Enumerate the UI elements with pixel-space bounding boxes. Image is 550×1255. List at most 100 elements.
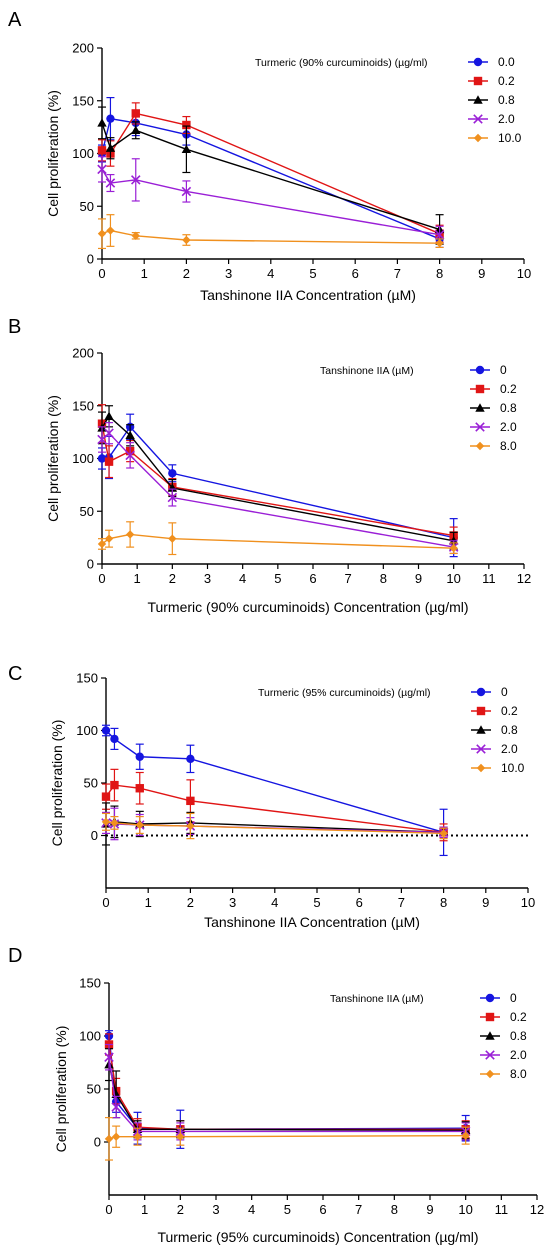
legend-label: 0.2	[498, 74, 515, 88]
legend-label: 8.0	[500, 439, 517, 453]
y-tick-label: 100	[72, 146, 94, 161]
legend-item: 0.2	[471, 704, 518, 718]
x-axis-title: Tanshinone IIA Concentration (µM)	[204, 914, 420, 930]
legend-marker	[476, 706, 486, 716]
x-tick-label: 9	[482, 895, 489, 910]
y-axis-title: Cell proliferation (%)	[53, 1026, 69, 1153]
data-point	[133, 1132, 142, 1141]
y-axis-title: Cell proliferation (%)	[49, 720, 65, 847]
data-point	[97, 146, 107, 155]
data-point	[186, 754, 195, 764]
legend-item: 0.2	[480, 1010, 527, 1024]
x-tick-label: 5	[313, 895, 320, 910]
data-point	[111, 1102, 121, 1112]
x-tick-label: 4	[239, 571, 246, 586]
x-tick-label: 2	[177, 1202, 184, 1217]
data-point	[131, 109, 140, 118]
legend-marker	[475, 384, 485, 394]
data-point	[461, 1131, 470, 1140]
x-tick-label: 8	[440, 895, 447, 910]
series-2.0	[97, 422, 459, 555]
data-point	[106, 114, 115, 123]
legend: Tanshinone IIA (µM) 0 0.2 0.8 2.0 8.0	[330, 991, 527, 1081]
legend-item: 2.0	[468, 112, 515, 126]
legend-item: 10.0	[468, 131, 522, 145]
data-point	[104, 457, 114, 466]
legend-item: 0.0	[468, 55, 515, 69]
y-axis-title: Cell proliferation (%)	[45, 90, 61, 217]
legend-label: 10.0	[501, 761, 525, 775]
y-tick-label: 150	[72, 398, 94, 413]
data-point	[104, 534, 114, 543]
data-point	[110, 780, 119, 790]
y-tick-label: 100	[76, 723, 98, 738]
y-tick-label: 50	[84, 776, 98, 791]
series-line	[101, 533, 454, 549]
series-line	[101, 415, 454, 542]
legend-item: 0	[470, 363, 507, 377]
legend-marker	[476, 687, 486, 697]
panel-letter: D	[8, 945, 22, 967]
data-point	[434, 229, 445, 240]
data-point	[181, 144, 192, 153]
series-10.0	[97, 214, 444, 250]
data-point	[97, 118, 107, 127]
x-axis-title: Turmeric (95% curcuminoids) Concentratio…	[157, 1229, 478, 1245]
legend-marker	[473, 133, 483, 143]
y-tick-label: 0	[91, 828, 98, 843]
x-tick-label: 5	[309, 266, 316, 281]
data-point	[97, 454, 107, 463]
legend-marker	[473, 95, 483, 104]
x-tick-label: 0	[105, 1202, 112, 1217]
x-tick-label: 3	[225, 266, 232, 281]
legend-title: Tanshinone IIA (µM)	[330, 993, 424, 1005]
y-tick-label: 150	[79, 976, 101, 991]
x-tick-label: 6	[352, 266, 359, 281]
legend-item: 8.0	[470, 439, 517, 453]
legend-label: 0	[501, 685, 508, 699]
x-tick-label: 6	[356, 895, 363, 910]
series-2.0	[104, 1043, 471, 1141]
series-2.0	[97, 156, 445, 244]
x-tick-label: 10	[517, 266, 531, 281]
series-line	[101, 112, 440, 235]
x-tick-label: 0	[102, 895, 109, 910]
legend-item: 2.0	[480, 1048, 527, 1062]
x-tick-label: 7	[355, 1202, 362, 1217]
series-0.0	[97, 96, 444, 248]
legend-label: 2.0	[510, 1048, 527, 1062]
legend-marker	[473, 76, 483, 86]
y-tick-label: 50	[80, 199, 94, 214]
data-point	[131, 231, 140, 240]
legend-item: 10.0	[471, 761, 525, 775]
legend-label: 0.8	[510, 1029, 527, 1043]
y-tick-label: 200	[72, 41, 94, 56]
legend-item: 0.2	[468, 74, 515, 88]
legend-marker	[485, 1050, 495, 1060]
x-tick-label: 2	[187, 895, 194, 910]
series-0.8	[104, 1048, 471, 1140]
legend-title: Tanshinone IIA (µM)	[320, 365, 414, 377]
y-axis-title: Cell proliferation (%)	[45, 395, 61, 522]
legend-marker	[473, 114, 483, 124]
y-tick-label: 0	[87, 252, 94, 267]
series-line	[105, 822, 444, 834]
x-tick-label: 1	[134, 571, 141, 586]
legend-marker	[476, 744, 486, 754]
series-10.0	[101, 812, 448, 840]
legend-label: 0.2	[501, 704, 518, 718]
legend-marker	[475, 403, 485, 412]
data-point	[104, 1052, 114, 1062]
panel-letter: A	[8, 9, 22, 31]
y-tick-label: 50	[80, 504, 94, 519]
series-0.8	[101, 802, 449, 846]
x-tick-label: 4	[248, 1202, 255, 1217]
legend-marker	[485, 993, 495, 1003]
data-point	[186, 796, 195, 806]
series-0	[97, 413, 458, 558]
data-point	[182, 235, 191, 245]
legend-label: 0.8	[500, 401, 517, 415]
legend-label: 0.8	[501, 723, 518, 737]
